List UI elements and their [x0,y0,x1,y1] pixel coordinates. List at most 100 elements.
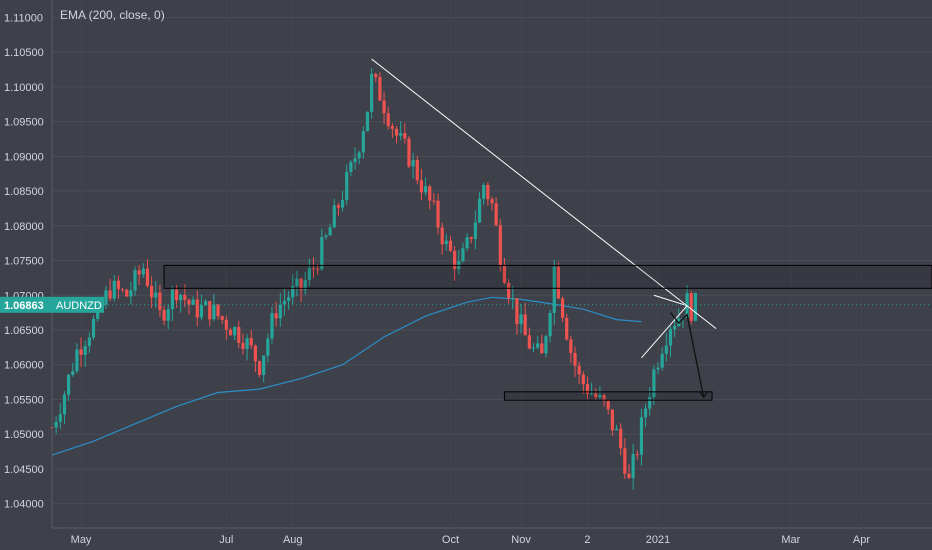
candle-body [154,292,158,298]
candle-body [62,394,67,415]
candle-body [374,74,378,78]
candle-body [386,113,390,127]
candle-body [590,393,594,395]
candle-body [577,365,581,375]
candle-body [403,133,407,139]
candle-body [668,329,673,346]
candle-body [664,345,668,354]
candle-body [311,268,316,270]
candle-body [112,280,116,299]
candle-body [473,222,477,239]
candle-body [560,298,565,318]
candle-body [262,355,266,375]
candle-body [407,138,411,167]
candle-body [307,268,311,281]
candle-body [195,299,199,318]
candle-body [203,301,208,306]
candle-body [274,313,278,319]
x-tick-label: May [71,534,92,546]
candle-body [399,133,403,136]
candle-body [303,280,307,290]
candle-body [693,292,697,321]
candle-body [444,240,448,245]
candle-body [179,294,183,301]
x-tick-label: 2021 [646,534,670,546]
candle-body [643,408,648,418]
candle-body [108,290,112,299]
y-tick-label: 1.11000 [4,12,43,24]
candle-body [224,319,228,330]
candle-body [241,342,245,349]
candle-body [370,74,374,112]
candle-body [631,454,635,478]
candle-body [353,158,357,163]
candle-body [411,160,415,167]
candle-body [432,200,436,202]
candle-body [565,317,569,340]
wedge-lower-line[interactable] [641,305,688,359]
candle-body [54,421,58,428]
candle-body [58,414,62,422]
candle-body [270,313,274,339]
candle-body [428,186,432,201]
y-tick-label: 1.08500 [4,186,44,198]
x-tick-label: Nov [511,534,531,546]
candle-body [419,180,424,193]
candle-body [531,347,536,349]
y-tick-label: 1.05500 [4,394,44,406]
symbol-label: AUDNZD [56,300,102,312]
candle-body [166,309,170,321]
y-tick-label: 1.10000 [4,82,44,94]
candle-body [328,227,332,236]
resistance-zone[interactable] [163,264,932,289]
candle-body [320,237,324,270]
y-tick-label: 1.07500 [4,256,44,268]
candle-body [436,200,440,228]
candle-body [606,400,610,410]
candle-body [448,240,453,251]
projection-path[interactable] [669,312,705,398]
candle-body [212,304,216,320]
trendline[interactable] [371,58,717,330]
candle-body [170,289,174,310]
candle-body [598,394,602,398]
candle-body [548,312,552,337]
indicator-label[interactable]: EMA (200, close, 0) [60,8,165,22]
candle-body [187,299,191,305]
candle-body [515,298,519,325]
x-tick-label: Aug [283,534,303,546]
candle-body [465,237,469,249]
candle-body [104,290,108,305]
candle-body [610,409,614,431]
candle-body [689,293,693,321]
candle-body [502,265,507,284]
candle-body [365,111,370,132]
candle-body [75,349,79,372]
support-zone[interactable] [503,391,713,401]
candle-body [287,297,291,301]
candle-body [278,304,282,319]
candle-body [220,316,224,320]
candle-body [423,186,428,193]
wedge-upper-line[interactable] [653,294,688,307]
candle-body [133,270,137,291]
candle-body [486,185,490,200]
y-tick-label: 1.04500 [4,464,44,476]
candle-body [249,338,253,346]
y-axis: 1.04000 1.04500 1.05000 1.05500 1.06000 1.065… [4,0,53,528]
candle-body [573,352,577,366]
candle-body [83,346,87,355]
candle-body [507,283,511,299]
candle-body [191,299,195,305]
candle-body [266,338,270,356]
candle-body [498,225,502,266]
candle-body [316,268,320,270]
candle-body [332,205,336,228]
y-tick-label: 1.05000 [4,429,44,441]
candle-body [453,250,457,270]
y-tick-label: 1.09500 [4,117,44,129]
grid [52,0,932,528]
candle-body [648,397,652,409]
candle-body [183,294,187,300]
